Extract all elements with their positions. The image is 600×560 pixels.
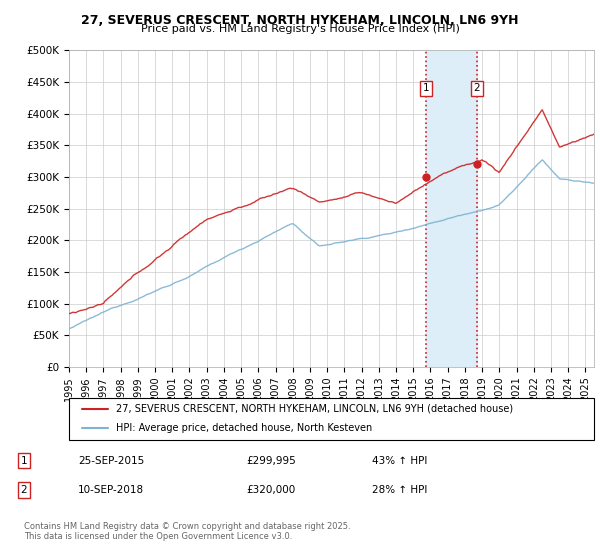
- Text: 1: 1: [422, 83, 429, 94]
- Text: £320,000: £320,000: [246, 485, 295, 495]
- Text: 10-SEP-2018: 10-SEP-2018: [78, 485, 144, 495]
- Text: £299,995: £299,995: [246, 456, 296, 466]
- Text: 2: 2: [20, 485, 28, 495]
- Text: 27, SEVERUS CRESCENT, NORTH HYKEHAM, LINCOLN, LN6 9YH: 27, SEVERUS CRESCENT, NORTH HYKEHAM, LIN…: [81, 14, 519, 27]
- Bar: [426, 50, 477, 367]
- Text: This data is licensed under the Open Government Licence v3.0.: This data is licensed under the Open Gov…: [24, 532, 292, 541]
- Text: Price paid vs. HM Land Registry's House Price Index (HPI): Price paid vs. HM Land Registry's House …: [140, 24, 460, 34]
- Text: Contains HM Land Registry data © Crown copyright and database right 2025.: Contains HM Land Registry data © Crown c…: [24, 522, 350, 531]
- Text: HPI: Average price, detached house, North Kesteven: HPI: Average price, detached house, Nort…: [116, 423, 373, 433]
- Text: 43% ↑ HPI: 43% ↑ HPI: [372, 456, 427, 466]
- Text: 1: 1: [20, 456, 28, 466]
- Text: 27, SEVERUS CRESCENT, NORTH HYKEHAM, LINCOLN, LN6 9YH (detached house): 27, SEVERUS CRESCENT, NORTH HYKEHAM, LIN…: [116, 404, 514, 414]
- Text: 25-SEP-2015: 25-SEP-2015: [78, 456, 144, 466]
- Text: 2: 2: [473, 83, 480, 94]
- Text: 28% ↑ HPI: 28% ↑ HPI: [372, 485, 427, 495]
